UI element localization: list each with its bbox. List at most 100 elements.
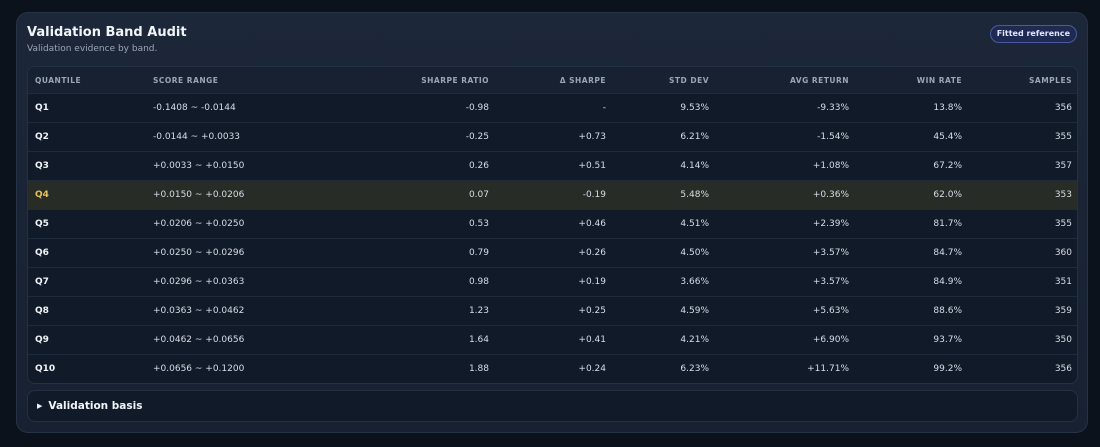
header-row: QUANTILE SCORE RANGE SHARPE RATIO Δ SHARPE S… — [28, 67, 1077, 93]
table-row: Q1 -0.1408 ~ -0.0144 -0.98 - 9.53% -9.33% 13.8… — [28, 93, 1077, 122]
cell: SHARPE RATIO — [421, 75, 489, 85]
cell: +1.08% — [812, 161, 849, 171]
cell: +0.24 — [578, 364, 606, 374]
cell: +0.26 — [578, 248, 606, 258]
cell: Q8 — [35, 306, 49, 316]
cell: Q2 — [35, 132, 49, 142]
cell: Δ SHARPE — [559, 75, 606, 85]
cell: +0.51 — [578, 161, 606, 171]
cell: 45.4% — [933, 132, 962, 142]
cell: +0.46 — [578, 219, 606, 229]
cell: 5.48% — [680, 190, 709, 200]
cell: +0.19 — [578, 277, 606, 287]
cell: Q5 — [35, 219, 49, 229]
cell: +0.0462 ~ +0.0656 — [153, 335, 245, 345]
cell: 353 — [1054, 190, 1072, 200]
cell: +0.0656 ~ +0.1200 — [153, 364, 245, 374]
cell: 355 — [1054, 132, 1072, 142]
cell: +0.0206 ~ +0.0250 — [153, 219, 245, 229]
cell: 99.2% — [933, 364, 962, 374]
cell: +0.0250 ~ +0.0296 — [153, 248, 245, 258]
cell: 62.0% — [933, 190, 962, 200]
card-subtitle: Validation evidence by band. — [27, 44, 158, 54]
cell: - — [602, 103, 606, 113]
audit-card: Validation Band Audit Validation evidenc… — [16, 12, 1088, 433]
cell: +11.71% — [807, 364, 849, 374]
cell: -0.25 — [465, 132, 489, 142]
cell: 1.64 — [468, 335, 489, 345]
cell: 351 — [1054, 277, 1072, 287]
cell: -0.0144 ~ +0.0033 — [153, 132, 241, 142]
cell: +3.57% — [812, 248, 849, 258]
toggle-label: Validation basis — [48, 400, 143, 412]
cell: Q3 — [35, 161, 49, 171]
cell: +0.0296 ~ +0.0363 — [153, 277, 245, 287]
cell: +0.25 — [578, 306, 606, 316]
cell: 4.51% — [680, 219, 709, 229]
cell: 355 — [1054, 219, 1072, 229]
cell: 6.23% — [680, 364, 709, 374]
cell: Q9 — [35, 335, 49, 345]
cell: Q6 — [35, 248, 49, 258]
cell: 357 — [1054, 161, 1072, 171]
cell: 0.98 — [468, 277, 489, 287]
cell: 0.53 — [468, 219, 489, 229]
cell: 9.53% — [680, 103, 709, 113]
cell: -0.98 — [465, 103, 489, 113]
cell: 4.14% — [680, 161, 709, 171]
cell: +5.63% — [812, 306, 849, 316]
cell: 13.8% — [933, 103, 962, 113]
cell: 0.26 — [468, 161, 489, 171]
card-title: Validation Band Audit — [27, 25, 187, 40]
validation-basis-toggle[interactable]: ▶ Validation basis — [27, 390, 1078, 422]
cell: 350 — [1054, 335, 1072, 345]
cell: 356 — [1054, 364, 1072, 374]
cell: +0.0150 ~ +0.0206 — [153, 190, 245, 200]
cell: 0.79 — [468, 248, 489, 258]
table-row: Q10 +0.0656 ~ +0.1200 1.88 +0.24 6.23% +11.71… — [28, 354, 1077, 383]
band-table: QUANTILE SCORE RANGE SHARPE RATIO Δ SHARPE S… — [27, 66, 1078, 384]
cell: +0.0363 ~ +0.0462 — [153, 306, 245, 316]
cell: 4.50% — [680, 248, 709, 258]
table-row: Q9 +0.0462 ~ +0.0656 1.64 +0.41 4.21% +6.90% 9… — [28, 325, 1077, 354]
cell: 360 — [1054, 248, 1072, 258]
cell: SCORE RANGE — [153, 75, 219, 85]
cell: AVG RETURN — [789, 75, 849, 85]
cell: -1.54% — [817, 132, 849, 142]
cell: +0.73 — [578, 132, 606, 142]
cell: 4.59% — [680, 306, 709, 316]
cell: 3.66% — [680, 277, 709, 287]
table-row: Q2 -0.0144 ~ +0.0033 -0.25 +0.73 6.21% -1.54%… — [28, 122, 1077, 151]
table-row: Q3 +0.0033 ~ +0.0150 0.26 +0.51 4.14% +1.08% 6… — [28, 151, 1077, 180]
cell: Q4 — [35, 190, 49, 200]
table-row: Q7 +0.0296 ~ +0.0363 0.98 +0.19 3.66% +3.57% 8… — [28, 267, 1077, 296]
cell: +0.0033 ~ +0.0150 — [153, 161, 245, 171]
cell: 84.9% — [933, 277, 962, 287]
cell: 93.7% — [933, 335, 962, 345]
cell: -9.33% — [817, 103, 849, 113]
cell: 356 — [1054, 103, 1072, 113]
cell: 1.88 — [468, 364, 489, 374]
table-row: Q5 +0.0206 ~ +0.0250 0.53 +0.46 4.51% +2.39% 8… — [28, 209, 1077, 238]
cell: +3.57% — [812, 277, 849, 287]
cell: SAMPLES — [1029, 75, 1072, 85]
cell: -0.19 — [582, 190, 606, 200]
cell: 1.23 — [468, 306, 489, 316]
cell: 88.6% — [933, 306, 962, 316]
cell: QUANTILE — [35, 75, 82, 85]
cell: 0.07 — [468, 190, 489, 200]
disclosure-icon: ▶ — [37, 402, 43, 410]
cell: 4.21% — [680, 335, 709, 345]
cell: +0.41 — [578, 335, 606, 345]
cell: Q10 — [35, 364, 56, 374]
cell: -0.1408 ~ -0.0144 — [153, 103, 236, 113]
table-row: Q4 +0.0150 ~ +0.0206 0.07 -0.19 5.48% +0.36% 6… — [28, 180, 1077, 209]
cell: +6.90% — [812, 335, 849, 345]
cell: 67.2% — [933, 161, 962, 171]
badge: Fitted reference — [989, 25, 1077, 43]
cell: 84.7% — [933, 248, 962, 258]
cell: +2.39% — [812, 219, 849, 229]
cell: Q1 — [35, 103, 49, 113]
cell: 81.7% — [933, 219, 962, 229]
